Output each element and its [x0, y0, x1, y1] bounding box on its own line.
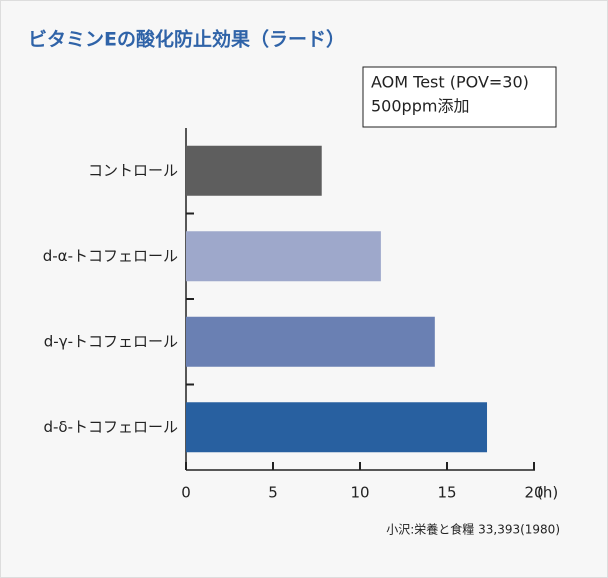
annotation: 500ppm添加 — [371, 97, 469, 116]
chart-title: ビタミンEの酸化防止効果（ラード） — [28, 28, 345, 51]
bar — [186, 231, 381, 282]
bar — [186, 402, 488, 453]
bar — [186, 145, 322, 196]
y-tick-label: d-δ-トコフェロール — [43, 418, 178, 436]
x-axis-unit: (h) — [537, 484, 558, 502]
y-tick-label: d-γ-トコフェロール — [44, 332, 178, 350]
source: 小沢:栄養と食糧 33,393(1980) — [386, 522, 560, 537]
x-tick-label: 10 — [350, 484, 369, 502]
x-tick-label: 5 — [268, 484, 278, 502]
annotation: AOM Test (POV=30) — [371, 73, 529, 92]
y-tick-label: d-α-トコフェロール — [43, 247, 178, 265]
bar — [186, 316, 435, 367]
x-tick-label: 20 — [524, 484, 543, 502]
y-tick-label: コントロール — [88, 161, 178, 179]
x-tick-label: 15 — [437, 484, 456, 502]
annotation-box — [362, 66, 557, 128]
x-tick-label: 0 — [181, 484, 191, 502]
